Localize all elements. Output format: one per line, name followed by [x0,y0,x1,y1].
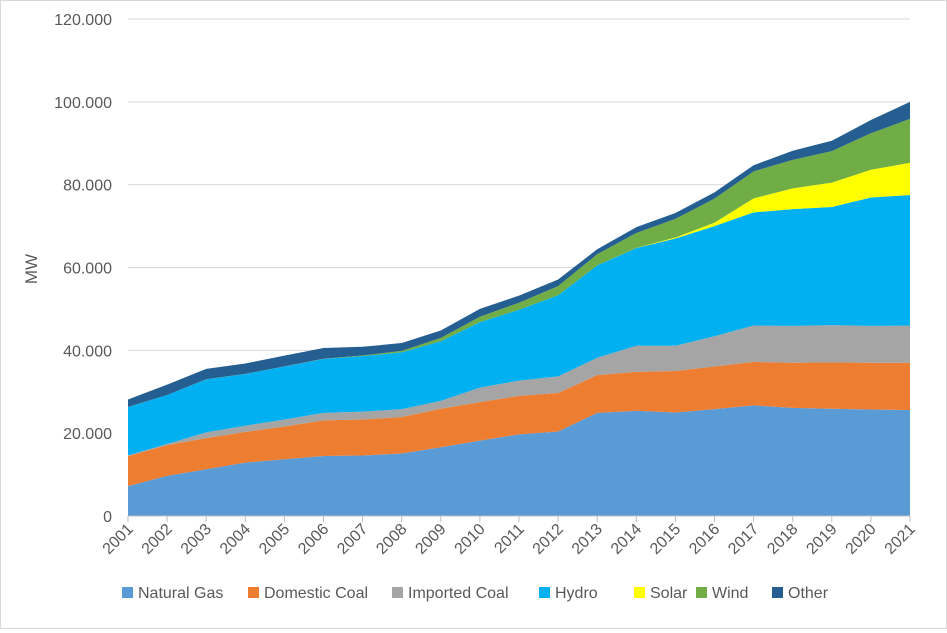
legend-label: Other [788,585,829,602]
x-tick-label: 2013 [569,521,606,558]
legend-swatch-solar [634,587,645,598]
legend-swatch-other [772,587,783,598]
legend-label: Natural Gas [138,585,223,602]
area-other [128,101,910,407]
x-tick-label: 2012 [530,521,567,558]
x-tick-label: 2009 [412,521,449,558]
legend-swatch-hydro [539,587,550,598]
legend-swatch-imported-coal [392,587,403,598]
y-tick-label: 20.000 [63,426,112,443]
area-hydro [128,195,910,456]
y-tick-label: 60.000 [63,261,112,278]
legend: Natural Gas Domestic Coal Imported Coal Hyd… [122,585,829,602]
x-tick-label: 2010 [452,521,489,558]
y-tick-label: 40.000 [63,343,112,360]
x-tick-label: 2003 [178,521,215,558]
legend-label: Solar [650,585,688,602]
x-tick-label: 2021 [882,521,919,558]
y-tick-label: 120.000 [54,12,112,29]
x-tick-label: 2018 [764,521,801,558]
x-tick-label: 2017 [725,521,762,558]
axes [127,515,911,522]
legend-label: Imported Coal [408,585,509,602]
x-tick-label: 2016 [686,521,723,558]
legend-swatch-wind [696,587,707,598]
legend-label: Hydro [555,585,598,602]
legend-label: Domestic Coal [264,585,368,602]
x-tick-label: 2020 [843,521,880,558]
y-axis-title: MW [22,254,41,284]
x-tick-label: 2014 [608,521,645,558]
legend-swatch-domestic-coal [248,587,259,598]
x-tick-label: 2008 [373,521,410,558]
area-domestic-coal [128,361,910,487]
y-tick-label: 100.000 [54,95,112,112]
area-natural-gas [128,405,910,516]
y-tick-label: 80.000 [63,178,112,195]
area-solar [128,162,910,408]
legend-label: Wind [712,585,748,602]
area-imported-coal [128,325,910,456]
x-tick-label: 2007 [334,521,371,558]
x-tick-label: 2019 [803,521,840,558]
y-tick-label: 0 [103,509,112,526]
x-tick-label: 2001 [100,521,137,558]
series-areas [128,101,910,516]
x-tick-label: 2002 [139,521,176,558]
x-tick-label: 2004 [217,521,254,558]
x-tick-label: 2015 [647,521,684,558]
x-tick-label: 2006 [295,521,332,558]
x-tick-label: 2005 [256,521,293,558]
legend-swatch-natural-gas [122,587,133,598]
x-tick-label: 2011 [491,521,527,557]
